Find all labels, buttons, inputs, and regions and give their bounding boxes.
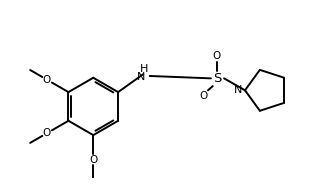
Text: S: S <box>213 72 221 85</box>
Text: O: O <box>43 128 51 138</box>
Text: N: N <box>234 85 243 95</box>
Text: O: O <box>200 91 208 101</box>
Text: O: O <box>43 75 51 85</box>
Text: O: O <box>213 51 221 61</box>
Text: O: O <box>89 155 97 165</box>
Text: N: N <box>137 72 145 82</box>
Text: H: H <box>139 64 148 74</box>
